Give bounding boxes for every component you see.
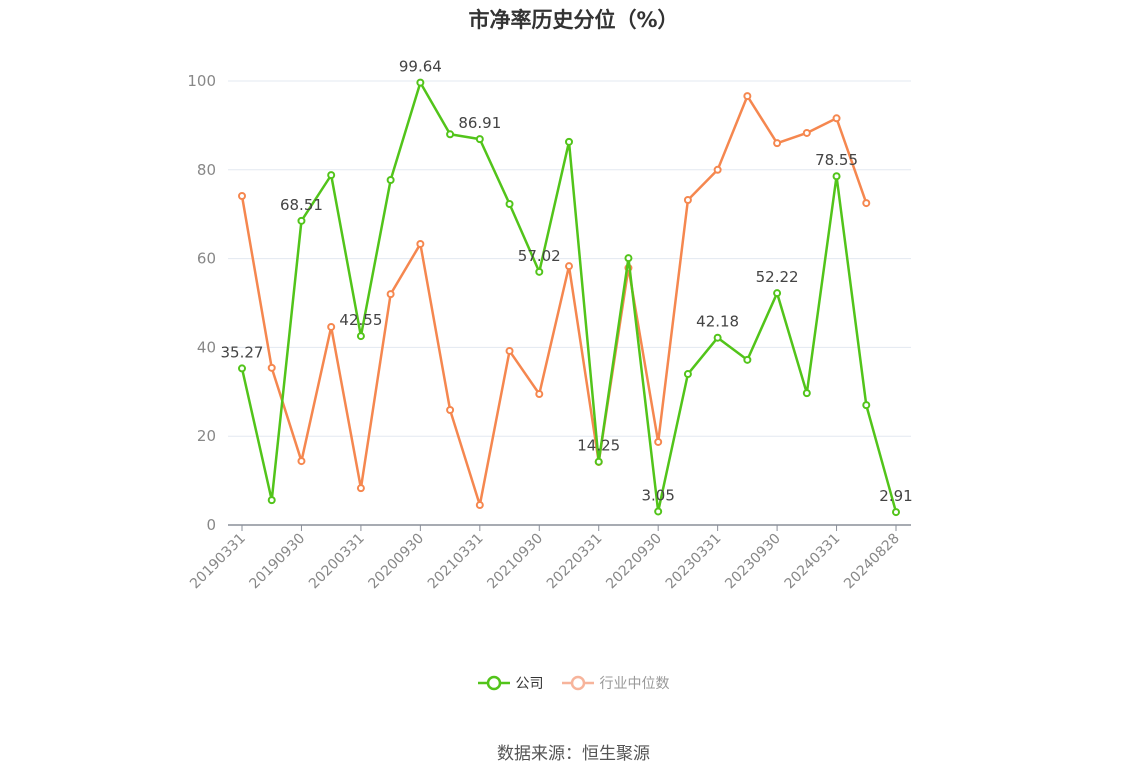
- data-label: 68.51: [280, 196, 323, 214]
- data-point[interactable]: [773, 139, 782, 148]
- y-tick-label: 20: [197, 427, 216, 445]
- x-tick-label: 20190930: [247, 531, 309, 593]
- x-tick-label: 20200930: [365, 531, 427, 593]
- data-point[interactable]: [594, 457, 603, 466]
- data-point[interactable]: [862, 199, 871, 208]
- data-point[interactable]: [743, 92, 752, 101]
- x-tick-label: 20210930: [484, 531, 546, 593]
- data-point[interactable]: [832, 114, 841, 123]
- data-point[interactable]: [743, 355, 752, 364]
- x-tick-label: 20220331: [544, 531, 606, 593]
- data-point[interactable]: [475, 135, 484, 144]
- data-label: 3.05: [641, 486, 674, 504]
- data-point[interactable]: [654, 437, 663, 446]
- data-point[interactable]: [683, 370, 692, 379]
- x-tick-label: 20190331: [187, 531, 249, 593]
- data-point[interactable]: [505, 199, 514, 208]
- data-label: 42.55: [339, 311, 382, 329]
- data-label: 14.25: [577, 437, 620, 455]
- series-line-0: [240, 81, 898, 513]
- y-tick-label: 60: [197, 250, 216, 268]
- orange-line-circle-icon: [561, 675, 594, 691]
- x-tick-label: 20200331: [306, 531, 368, 593]
- data-point[interactable]: [505, 346, 514, 355]
- legend-item-industry-median[interactable]: 行业中位数: [561, 673, 670, 693]
- series-line-1: [240, 94, 868, 507]
- x-tick-label: 20210331: [425, 531, 487, 593]
- data-point[interactable]: [386, 290, 395, 299]
- data-point[interactable]: [624, 254, 633, 263]
- y-tick-label: 100: [187, 72, 216, 90]
- data-point[interactable]: [475, 501, 484, 510]
- data-point[interactable]: [862, 401, 871, 410]
- green-line-circle-icon: [477, 675, 510, 691]
- data-point[interactable]: [802, 389, 811, 398]
- data-label: 86.91: [458, 114, 501, 132]
- data-label: 78.55: [815, 151, 858, 169]
- legend-label-industry-median: 行业中位数: [599, 676, 670, 692]
- data-point[interactable]: [713, 333, 722, 342]
- data-point[interactable]: [297, 457, 306, 466]
- data-label: 35.27: [221, 343, 264, 361]
- x-tick-label: 20230930: [722, 531, 784, 593]
- data-point[interactable]: [683, 195, 692, 204]
- data-point[interactable]: [386, 176, 395, 185]
- data-point[interactable]: [713, 165, 722, 174]
- data-point[interactable]: [356, 332, 365, 341]
- data-label: 52.22: [756, 268, 799, 286]
- data-point[interactable]: [446, 130, 455, 139]
- data-point[interactable]: [565, 137, 573, 146]
- data-point[interactable]: [416, 239, 425, 248]
- data-point[interactable]: [654, 507, 663, 516]
- data-label: 2.91: [879, 487, 912, 505]
- data-point[interactable]: [892, 508, 900, 517]
- data-point[interactable]: [267, 363, 276, 372]
- y-tick-label: 80: [197, 161, 216, 179]
- data-point[interactable]: [297, 216, 306, 225]
- legend-item-company[interactable]: 公司: [477, 673, 544, 693]
- data-point[interactable]: [327, 322, 336, 331]
- chart-title: 市净率历史分位（%）: [468, 8, 679, 32]
- x-tick-label: 20220930: [603, 531, 665, 593]
- data-point[interactable]: [327, 171, 336, 180]
- data-label: 57.02: [518, 247, 561, 265]
- chart-legend: 公司 行业中位数: [0, 673, 1147, 693]
- data-point[interactable]: [267, 496, 276, 505]
- data-point[interactable]: [416, 78, 425, 87]
- data-point[interactable]: [832, 172, 841, 181]
- x-tick-label: 20240828: [841, 531, 903, 593]
- data-label: 42.18: [696, 313, 739, 331]
- data-point[interactable]: [535, 390, 544, 399]
- data-point[interactable]: [446, 406, 455, 415]
- x-tick-label: 20240331: [782, 531, 844, 593]
- data-point[interactable]: [773, 289, 782, 298]
- line-chart: 0 20 40 60 80 100 2019033120190930202003312020…: [187, 58, 913, 593]
- data-point[interactable]: [802, 128, 811, 137]
- data-point[interactable]: [535, 267, 544, 276]
- data-point[interactable]: [238, 364, 246, 373]
- x-tick-label: 20230331: [663, 531, 725, 593]
- data-point[interactable]: [565, 262, 573, 271]
- data-source: 数据来源：恒生聚源: [497, 744, 650, 764]
- data-point[interactable]: [238, 191, 246, 200]
- y-tick-label: 0: [206, 516, 216, 534]
- data-label: 99.64: [399, 58, 442, 76]
- y-tick-label: 40: [197, 338, 216, 356]
- legend-label-company: 公司: [515, 676, 544, 692]
- data-point[interactable]: [356, 484, 365, 493]
